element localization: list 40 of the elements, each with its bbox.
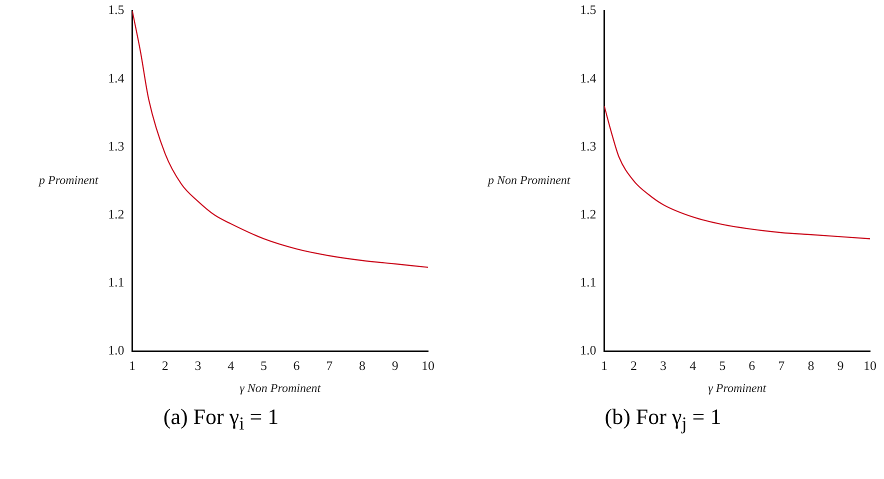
y-tick-label: 1.2 [580, 206, 596, 222]
y-tick-label: 1.1 [580, 274, 596, 290]
x-tick-label: 8 [808, 358, 814, 374]
text: (b) For γ$_{j}$ = 1 [604, 404, 722, 434]
x-tick-label: 2 [630, 358, 638, 374]
x-tick-label: 9 [837, 358, 844, 374]
y-tick-label: 1.3 [580, 138, 596, 154]
x-tick-label: 5 [719, 358, 726, 374]
x-axis-title: γ Non Prominent [240, 380, 322, 395]
x-tick-label: 2 [162, 358, 168, 374]
x-tick-label: 3 [194, 358, 202, 374]
y-tick-label: 1.4 [580, 70, 597, 86]
y-tick-label: 1.5 [580, 2, 596, 18]
y-tick-label: 1.2 [108, 206, 124, 222]
line-series [132, 10, 428, 268]
x-tick-label: 1 [129, 358, 136, 374]
x-tick-label: 1 [601, 358, 608, 374]
x-tick-label: 7 [326, 358, 334, 374]
y-tick-label: 1.0 [108, 342, 124, 358]
line-series [604, 105, 870, 240]
x-axis-title: γ Prominent [708, 380, 767, 395]
y-tick-label: 1.1 [108, 274, 124, 290]
y-tick-label: 1.5 [108, 2, 124, 18]
y-tick-label: 1.0 [580, 342, 596, 358]
x-tick-label: 4 [690, 358, 697, 374]
x-tick-label: 3 [660, 358, 667, 374]
x-tick-label: 4 [228, 358, 235, 374]
x-tick-label: 9 [392, 358, 398, 374]
x-tick-label: 10 [422, 358, 434, 374]
x-tick-label: 8 [359, 358, 366, 374]
y-tick-label: 1.3 [108, 138, 124, 154]
x-tick-label: 6 [293, 358, 300, 374]
y-axis-title: p Non Prominent [487, 173, 571, 188]
x-tick-label: 7 [778, 358, 786, 374]
text: (a) For γ$_{i}$ = 1 [162, 404, 280, 434]
x-tick-label: 5 [260, 358, 267, 374]
x-tick-label: 10 [864, 358, 876, 374]
y-tick-label: 1.4 [108, 70, 125, 86]
x-tick-label: 6 [748, 358, 756, 374]
y-axis-title: p Prominent [38, 173, 99, 188]
